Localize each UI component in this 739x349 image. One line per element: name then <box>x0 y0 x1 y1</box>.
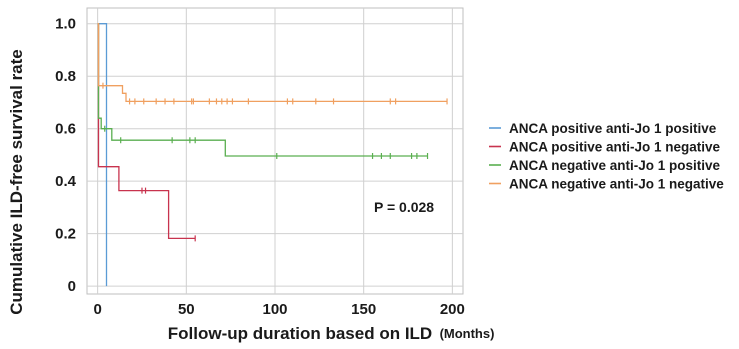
x-tick-label: 150 <box>351 301 376 318</box>
series-group <box>97 23 448 105</box>
y-tick-label: 0.8 <box>55 68 76 85</box>
legend: ANCA positive anti-Jo 1 positive ANCA pos… <box>489 121 724 192</box>
legend-label: ANCA negative anti-Jo 1 positive <box>509 158 721 173</box>
y-tick-label: 0 <box>68 278 76 295</box>
x-tick-label: 50 <box>178 301 195 318</box>
series-line <box>97 23 447 103</box>
tick-labels: 0 0.2 0.4 0.6 0.8 1.0 0 50 100 150 200 <box>55 16 465 318</box>
y-tick-label: 1.0 <box>55 16 76 33</box>
y-axis-title: Cumulative ILD-free survival rate <box>7 49 26 314</box>
legend-label: ANCA negative anti-Jo 1 negative <box>509 177 724 192</box>
legend-label: ANCA positive anti-Jo 1 positive <box>509 121 717 136</box>
series-line <box>97 23 108 287</box>
x-tick-label: 200 <box>440 301 465 318</box>
grid-lines <box>87 8 463 294</box>
series-group <box>97 23 108 287</box>
legend-label: ANCA positive anti-Jo 1 negative <box>509 140 721 155</box>
p-value-annotation: P = 0.028 <box>374 199 434 215</box>
x-axis-title: Follow-up duration based on ILD <box>168 324 432 343</box>
x-axis-unit: (Months) <box>440 326 495 341</box>
y-tick-label: 0.6 <box>55 121 76 138</box>
y-tick-label: 0.4 <box>55 173 77 190</box>
y-tick-label: 0.2 <box>55 226 76 243</box>
x-tick-label: 0 <box>93 301 101 318</box>
survival-curves <box>97 23 448 287</box>
x-tick-label: 100 <box>262 301 287 318</box>
